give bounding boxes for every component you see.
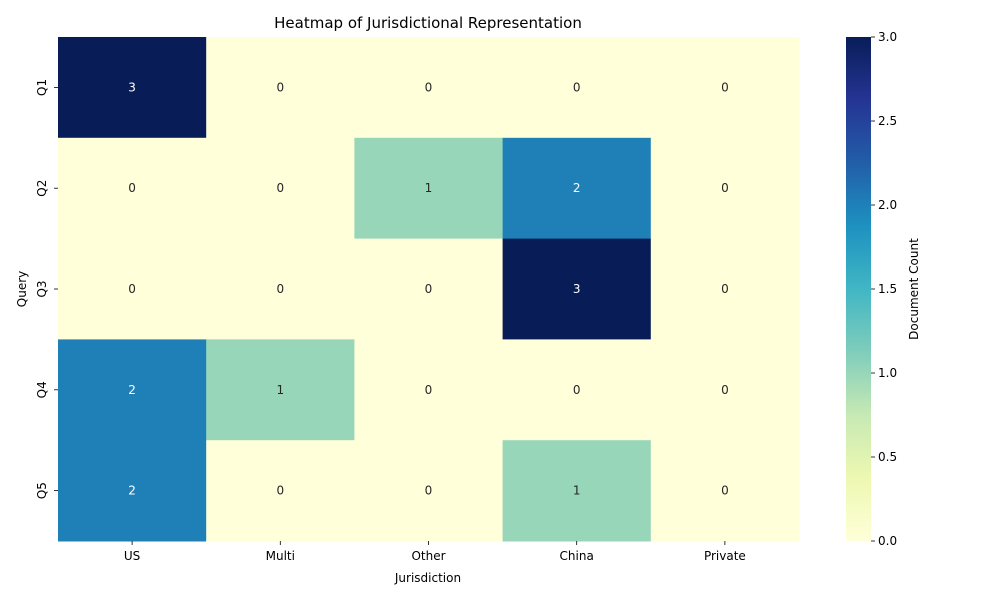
cell-value-label: 0 bbox=[425, 383, 433, 397]
x-tick-label: Other bbox=[411, 549, 445, 563]
cell-value-label: 0 bbox=[721, 282, 729, 296]
heatmap-cell bbox=[206, 37, 355, 139]
colorbar: 0.0 0.5 1.0 1.5 2.0 2.5 3.0 bbox=[846, 30, 897, 548]
colorbar-tick-label: 1.0 bbox=[878, 366, 897, 380]
chart-title: Heatmap of Jurisdictional Representation bbox=[274, 14, 582, 32]
heatmap-cell bbox=[650, 440, 800, 542]
colorbar-label: Document Count bbox=[907, 238, 921, 340]
cell-value-label: 2 bbox=[128, 484, 136, 498]
heatmap-cell bbox=[650, 37, 800, 139]
cell-value-label: 0 bbox=[425, 282, 433, 296]
y-tick-label: Q2 bbox=[35, 180, 49, 197]
cell-value-label: 1 bbox=[276, 383, 284, 397]
cell-value-label: 1 bbox=[573, 484, 581, 498]
y-tick-label: Q3 bbox=[35, 280, 49, 297]
heatmap-cell bbox=[650, 339, 800, 441]
y-tick-label: Q4 bbox=[35, 381, 49, 398]
colorbar-gradient bbox=[846, 37, 871, 541]
y-axis-ticks: Q1 Q2 Q3 Q4 Q5 bbox=[35, 79, 58, 499]
heatmap-cell bbox=[650, 137, 800, 240]
cell-value-label: 0 bbox=[276, 181, 284, 195]
cell-value-label: 0 bbox=[721, 80, 729, 94]
heatmap-cell bbox=[502, 440, 652, 542]
x-tick-label: Private bbox=[704, 549, 746, 563]
x-axis-ticks: US Multi Other China Private bbox=[124, 541, 746, 563]
heatmap-cell bbox=[58, 238, 207, 340]
heatmap-cell bbox=[58, 440, 207, 542]
cell-value-label: 0 bbox=[128, 181, 136, 195]
cell-value-label: 0 bbox=[276, 484, 284, 498]
heatmap-cell bbox=[354, 440, 504, 542]
heatmap-cell bbox=[206, 137, 355, 240]
heatmap-cell bbox=[58, 137, 207, 240]
colorbar-tick-label: 3.0 bbox=[878, 30, 897, 44]
heatmap-cell bbox=[354, 238, 504, 340]
x-tick-label: China bbox=[560, 549, 594, 563]
heatmap-cell bbox=[206, 238, 355, 340]
heatmap-cell bbox=[58, 37, 207, 139]
cell-value-label: 0 bbox=[425, 484, 433, 498]
cell-value-label: 0 bbox=[276, 80, 284, 94]
y-axis-label: Query bbox=[15, 271, 29, 307]
cell-value-label: 0 bbox=[721, 484, 729, 498]
colorbar-tick-label: 2.0 bbox=[878, 198, 897, 212]
cell-value-label: 3 bbox=[573, 282, 581, 296]
cell-value-label: 1 bbox=[425, 181, 433, 195]
cell-value-label: 0 bbox=[721, 383, 729, 397]
colorbar-tick-label: 2.5 bbox=[878, 114, 897, 128]
heatmap-cell bbox=[354, 37, 504, 139]
heatmap-cell bbox=[502, 37, 652, 139]
cell-value-label: 0 bbox=[425, 80, 433, 94]
y-tick-label: Q1 bbox=[35, 79, 49, 96]
x-tick-label: US bbox=[124, 549, 140, 563]
heatmap-cell bbox=[206, 339, 355, 441]
heatmap-cell bbox=[502, 238, 652, 340]
heatmap-cell bbox=[354, 137, 504, 240]
colorbar-tick-label: 0.0 bbox=[878, 534, 897, 548]
x-axis-label: Jurisdiction bbox=[394, 571, 461, 585]
cell-value-label: 0 bbox=[276, 282, 284, 296]
y-tick-label: Q5 bbox=[35, 482, 49, 499]
colorbar-tick-label: 1.5 bbox=[878, 282, 897, 296]
cell-value-label: 2 bbox=[573, 181, 581, 195]
cell-value-label: 0 bbox=[573, 80, 581, 94]
cell-value-label: 2 bbox=[128, 383, 136, 397]
colorbar-tick-label: 0.5 bbox=[878, 450, 897, 464]
heatmap-cell bbox=[502, 339, 652, 441]
heatmap-cells: 3 0 0 0 0 0 0 1 2 0 0 0 0 3 0 2 1 0 0 0 2 0 0 1 0 bbox=[58, 37, 800, 542]
cell-value-label: 0 bbox=[573, 383, 581, 397]
heatmap-cell bbox=[650, 238, 800, 340]
cell-value-label: 0 bbox=[128, 282, 136, 296]
x-tick-label: Multi bbox=[266, 549, 295, 563]
heatmap-cell bbox=[58, 339, 207, 441]
cell-value-label: 3 bbox=[128, 80, 136, 94]
cell-value-label: 0 bbox=[721, 181, 729, 195]
heatmap-cell bbox=[354, 339, 504, 441]
heatmap-cell bbox=[502, 137, 652, 240]
heatmap-cell bbox=[206, 440, 355, 542]
